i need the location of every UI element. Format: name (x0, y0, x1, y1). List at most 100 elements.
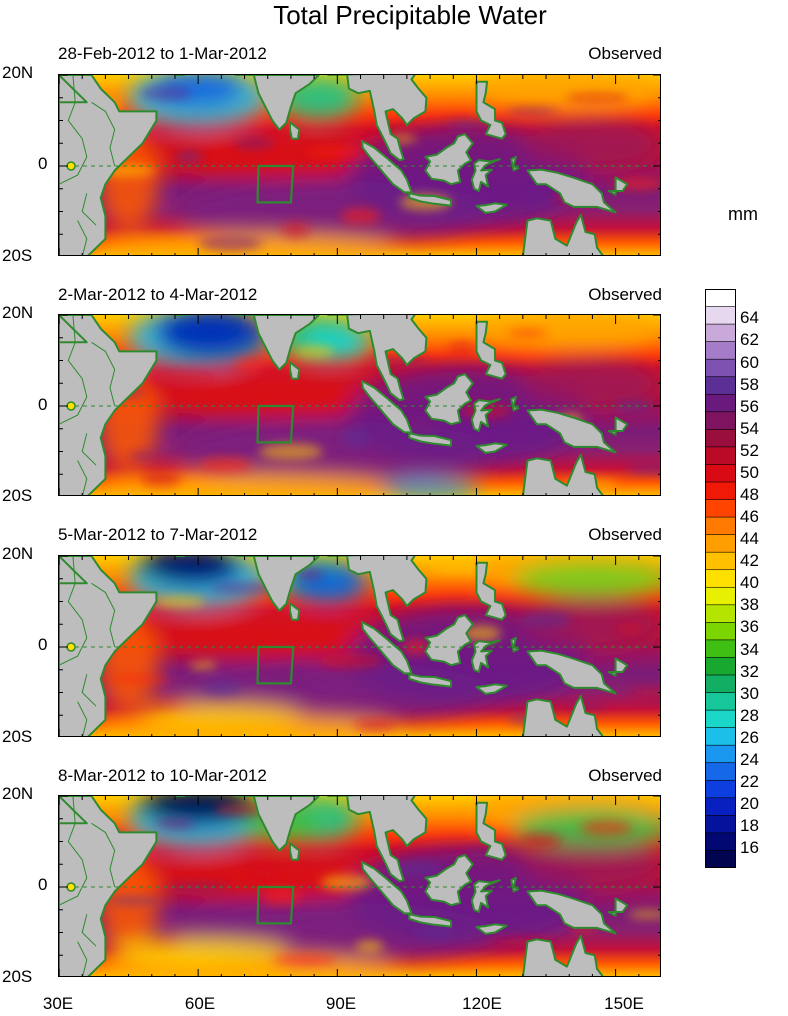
colorbar-swatch (705, 709, 736, 729)
colorbar-swatch (705, 306, 736, 325)
colorbar-swatch (705, 586, 736, 606)
colorbar-swatch (705, 376, 736, 395)
colorbar-swatch (705, 850, 736, 868)
colorbar-swatch (705, 516, 736, 536)
colorbar-swatch (705, 341, 736, 360)
colorbar-label-30: 30 (740, 684, 759, 703)
panel-4-date-range: 8-Mar-2012 to 10-Mar-2012 (58, 766, 267, 785)
panel-2-tag: Observed (588, 285, 662, 304)
panel-1-date-range: 28-Feb-2012 to 1-Mar-2012 (58, 44, 267, 63)
land-masses (59, 315, 629, 495)
colorbar-swatch (705, 779, 736, 799)
colorbar-swatch (705, 358, 736, 378)
land-masses (59, 796, 629, 976)
colorbar-swatch (705, 832, 736, 852)
panel-3-date-range: 5-Mar-2012 to 7-Mar-2012 (58, 525, 258, 544)
panel-1-ytick-0: 0 (38, 154, 48, 173)
panel-2-ytick-20s: 20S (2, 486, 33, 505)
study-region-box (256, 164, 295, 204)
xtick-90e: 90E (325, 994, 357, 1013)
colorbar-swatch (705, 429, 736, 448)
map-panel-1 (58, 74, 661, 256)
colorbar-label-58: 58 (740, 375, 759, 394)
colorbar-label-54: 54 (740, 419, 759, 438)
panel-4-ytick-20n: 20N (2, 784, 34, 803)
colorbar-swatch (705, 622, 736, 641)
colorbar-label-24: 24 (740, 750, 759, 769)
colorbar-label-28: 28 (740, 706, 759, 725)
colorbar-swatch (705, 674, 736, 694)
colorbar-unit-label: mm (728, 204, 758, 224)
land-masses (59, 75, 629, 255)
colorbar-label-48: 48 (740, 485, 759, 504)
water-field-blobs (94, 556, 660, 736)
panel-2-date-range: 2-Mar-2012 to 4-Mar-2012 (58, 285, 258, 304)
colorbar-swatch (705, 323, 736, 343)
colorbar-swatch (705, 727, 736, 746)
colorbar-swatch (705, 657, 736, 676)
colorbar-label-62: 62 (740, 330, 759, 349)
colorbar-swatch (705, 692, 736, 711)
colorbar-swatch (705, 797, 736, 816)
colorbar-label-16: 16 (740, 838, 759, 857)
colorbar-label-18: 18 (740, 816, 759, 835)
panel-1-tag: Observed (588, 44, 662, 63)
colorbar-label-64: 64 (740, 308, 759, 327)
colorbar-label-20: 20 (740, 794, 759, 813)
colorbar-label-34: 34 (740, 640, 759, 659)
xtick-150e: 150E (604, 994, 644, 1013)
land-masses (59, 556, 629, 736)
panel-3-ytick-20s: 20S (2, 727, 33, 746)
study-region-box (256, 404, 295, 444)
colorbar-swatch (705, 393, 736, 413)
panel-3-ytick-0: 0 (38, 635, 48, 654)
panel-1-ytick-20s: 20S (2, 246, 33, 265)
water-field-blobs (94, 796, 660, 976)
colorbar-swatch (705, 446, 736, 466)
map-panel-4 (58, 795, 661, 977)
figure-title: Total Precipitable Water (273, 0, 547, 30)
colorbar-swatch (705, 481, 736, 501)
colorbar-swatch (705, 411, 736, 430)
panel-2-ytick-0: 0 (38, 395, 48, 414)
panel-4-ytick-0: 0 (38, 875, 48, 894)
panel-4-tag: Observed (588, 766, 662, 785)
colorbar-label-40: 40 (740, 573, 759, 592)
study-region-box (256, 885, 295, 925)
colorbar-label-36: 36 (740, 617, 759, 636)
colorbar-label-42: 42 (740, 551, 759, 570)
map-panel-3 (58, 555, 661, 737)
xtick-120e: 120E (462, 994, 502, 1013)
colorbar-label-60: 60 (740, 353, 759, 372)
colorbar-label-52: 52 (740, 441, 759, 460)
colorbar-swatch (705, 551, 736, 571)
colorbar-label-50: 50 (740, 463, 759, 482)
colorbar-swatch (705, 499, 736, 518)
colorbar-swatch (705, 639, 736, 659)
panel-2-ytick-20n: 20N (2, 303, 34, 322)
panel-3-tag: Observed (588, 525, 662, 544)
colorbar-label-22: 22 (740, 772, 759, 791)
colorbar-swatch (705, 744, 736, 764)
colorbar-swatch (705, 815, 736, 834)
colorbar-label-56: 56 (740, 397, 759, 416)
colorbar-label-46: 46 (740, 507, 759, 526)
colorbar-label-44: 44 (740, 529, 759, 548)
colorbar-swatch (705, 762, 736, 781)
colorbar-swatch (705, 534, 736, 553)
colorbar-label-32: 32 (740, 662, 759, 681)
study-region-box (256, 645, 295, 685)
colorbar-swatch (705, 604, 736, 623)
xtick-60e: 60E (184, 994, 216, 1013)
xtick-30e: 30E (42, 994, 74, 1013)
colorbar-swatch (705, 289, 736, 308)
colorbar-label-26: 26 (740, 728, 759, 747)
panel-4-ytick-20s: 20S (2, 967, 33, 986)
colorbar-swatch (705, 464, 736, 483)
panel-3-ytick-20n: 20N (2, 544, 34, 563)
colorbar-swatch (705, 569, 736, 588)
map-panel-2 (58, 314, 661, 496)
panel-1-ytick-20n: 20N (2, 63, 34, 82)
colorbar (705, 289, 736, 868)
colorbar-label-38: 38 (740, 595, 759, 614)
